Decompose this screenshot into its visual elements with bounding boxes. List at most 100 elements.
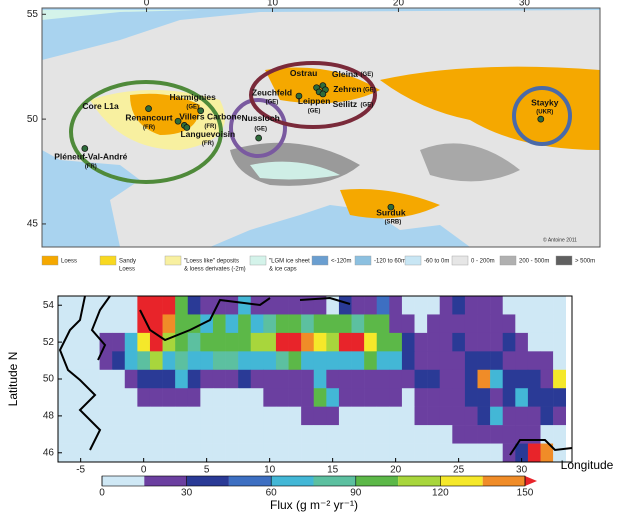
flux-cell — [326, 443, 340, 462]
flux-cell — [187, 406, 201, 426]
flux-cell — [553, 296, 567, 315]
flux-cell — [162, 406, 176, 426]
flux-cell — [376, 388, 390, 407]
flux-cell — [464, 314, 478, 334]
flux-cell — [74, 443, 88, 462]
flux-cell — [61, 296, 75, 315]
flux-cell — [490, 351, 504, 371]
flux-cell — [439, 443, 453, 462]
flux-cell — [175, 443, 189, 462]
flux-cell — [376, 443, 390, 462]
flux-cell — [490, 296, 504, 315]
flux-cell — [250, 406, 264, 426]
flux-cell — [338, 406, 352, 426]
legend-swatch — [451, 255, 469, 266]
flux-cell — [301, 406, 315, 426]
flux-cell — [86, 369, 100, 389]
flux-cell — [112, 351, 126, 371]
x-axis-label: Longitude — [561, 458, 614, 472]
legend-swatch — [404, 255, 422, 266]
site-marker — [81, 145, 89, 152]
colorbar-tick-label: 150 — [517, 488, 534, 499]
flux-cell — [238, 369, 252, 389]
flux-cell — [288, 443, 302, 462]
flux-cell — [61, 443, 75, 462]
site-country: (FR) — [85, 164, 97, 170]
flux-cell — [162, 369, 176, 389]
legend-label: "Loess like" deposits — [184, 259, 239, 265]
flux-cell — [187, 425, 201, 444]
flux-cell — [414, 314, 428, 334]
flux-cell — [427, 351, 441, 371]
site-name: Surduk — [376, 207, 406, 217]
flux-cell — [200, 406, 214, 426]
flux-cell — [414, 425, 428, 444]
flux-cell — [439, 314, 453, 334]
flux-cell — [401, 351, 415, 371]
flux-cell — [162, 443, 176, 462]
flux-cell — [124, 369, 138, 389]
flux-cell — [401, 443, 415, 462]
flux-cell — [162, 351, 176, 371]
flux-cell — [502, 314, 516, 334]
flux-cell — [112, 443, 126, 462]
flux-cell — [464, 332, 478, 352]
site-marker — [145, 105, 152, 112]
flux-cell — [200, 388, 214, 407]
site-country: (GE) — [308, 108, 321, 114]
flux-cell — [490, 388, 504, 407]
flux-cell — [414, 388, 428, 407]
flux-cell — [124, 351, 138, 371]
flux-cell — [275, 443, 289, 462]
flux-cell — [112, 406, 126, 426]
colorbar-tick-label: 120 — [432, 488, 449, 499]
flux-cell — [490, 369, 504, 389]
flux-cell — [288, 351, 302, 371]
flux-cell — [137, 443, 151, 462]
flux-cell — [225, 314, 239, 334]
flux-cell — [86, 332, 100, 352]
flux-cell — [515, 388, 529, 407]
colorbar-tick-label: 90 — [350, 488, 362, 499]
site-name: Harmignies — [170, 92, 217, 102]
flux-cell — [112, 388, 126, 407]
site-country: (GE) — [186, 104, 199, 110]
site-name: Gleina — [332, 69, 358, 79]
flux-cell — [490, 406, 504, 426]
flux-cell — [275, 351, 289, 371]
flux-cell — [452, 425, 466, 444]
flux-cell — [338, 369, 352, 389]
flux-cell — [288, 388, 302, 407]
flux-cell — [200, 296, 214, 315]
flux-cell — [225, 425, 239, 444]
flux-cell — [502, 406, 516, 426]
flux-cell — [464, 351, 478, 371]
flux-cell — [376, 351, 390, 371]
flux-cell — [515, 369, 529, 389]
flux-cell — [162, 425, 176, 444]
flux-cell — [301, 351, 315, 371]
flux-cell — [553, 425, 567, 444]
flux-cell — [313, 406, 327, 426]
flux-cell — [389, 425, 403, 444]
flux-cell — [502, 388, 516, 407]
flux-cell — [187, 369, 201, 389]
map-x-tick-label: 0 — [144, 0, 150, 9]
flux-cell — [187, 443, 201, 462]
map-y-tick-label: 50 — [27, 114, 39, 125]
flux-cell — [61, 388, 75, 407]
site-name: Ostrau — [290, 68, 317, 78]
flux-cell — [515, 332, 529, 352]
flux-cell — [112, 296, 126, 315]
flux-cell — [86, 443, 100, 462]
flux-cell — [288, 296, 302, 315]
flux-cell — [200, 351, 214, 371]
flux-cell — [427, 406, 441, 426]
flux-cell — [99, 369, 113, 389]
flux-cell — [326, 425, 340, 444]
flux-cell — [502, 332, 516, 352]
flux-cell — [414, 296, 428, 315]
flux-cell — [515, 406, 529, 426]
x-tick-label: 5 — [204, 465, 210, 476]
legend-label: -60 to 0m — [424, 259, 449, 265]
